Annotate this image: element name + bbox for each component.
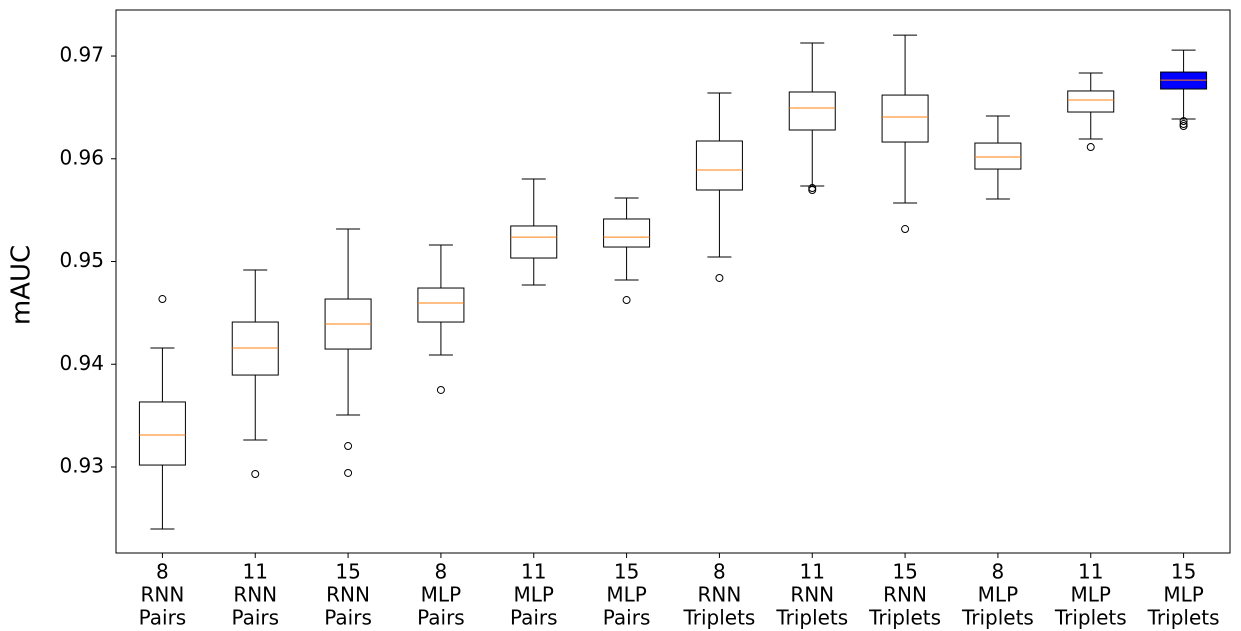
x-tick-label: Triplets [1054, 606, 1127, 630]
flier [158, 295, 167, 304]
y-tick-label: 0.94 [59, 351, 104, 375]
y-axis-label: mAUC [7, 245, 37, 325]
flier [901, 225, 910, 234]
y-tick-label: 0.93 [59, 454, 104, 478]
x-tick-label: MLP [1163, 583, 1203, 607]
x-tick-label: Triplets [682, 606, 755, 630]
x-tick-label: MLP [1071, 583, 1111, 607]
flier [436, 385, 445, 394]
box [788, 91, 836, 131]
x-tick-label: Pairs [324, 606, 372, 630]
x-tick-label: RNN [883, 583, 927, 607]
x-tick-label: 15 [1171, 560, 1196, 584]
x-tick-label: Pairs [417, 606, 465, 630]
x-tick-label: 11 [800, 560, 825, 584]
x-tick-label: Triplets [961, 606, 1034, 630]
x-tick-label: Pairs [603, 606, 651, 630]
box [417, 287, 465, 323]
box [974, 142, 1022, 170]
flier [1179, 121, 1188, 130]
flier [1086, 143, 1095, 152]
flier [808, 184, 817, 193]
flier [344, 468, 353, 477]
y-tick-label: 0.95 [59, 248, 104, 272]
x-tick-label: Triplets [868, 606, 941, 630]
x-tick-label: RNN [790, 583, 834, 607]
flier [344, 442, 353, 451]
flier [808, 186, 817, 195]
x-tick-label: Pairs [510, 606, 558, 630]
x-tick-label: 8 [713, 560, 726, 584]
x-tick-label: 11 [1078, 560, 1103, 584]
x-tick-label: Pairs [231, 606, 279, 630]
box [881, 94, 929, 143]
box [138, 401, 186, 466]
box [1067, 90, 1115, 113]
x-tick-label: RNN [141, 583, 185, 607]
flier [622, 296, 631, 305]
box [603, 218, 651, 248]
x-tick-label: Pairs [139, 606, 187, 630]
x-tick-label: RNN [233, 583, 277, 607]
x-tick-label: 15 [614, 560, 639, 584]
x-tick-label: MLP [421, 583, 461, 607]
y-tick-label: 0.97 [59, 43, 104, 67]
x-tick-label: Triplets [1147, 606, 1220, 630]
plot-frame [115, 9, 1231, 554]
x-tick-label: MLP [606, 583, 646, 607]
box [510, 225, 558, 259]
x-tick-label: 11 [243, 560, 268, 584]
x-tick-label: Triplets [775, 606, 848, 630]
box [231, 321, 279, 376]
box [695, 140, 743, 191]
x-tick-label: 8 [156, 560, 169, 584]
x-tick-label: RNN [326, 583, 370, 607]
flier [1179, 117, 1188, 126]
x-tick-label: 15 [892, 560, 917, 584]
x-tick-label: 11 [521, 560, 546, 584]
x-tick-label: RNN [698, 583, 742, 607]
x-tick-label: 8 [992, 560, 1005, 584]
x-tick-label: 15 [335, 560, 360, 584]
flier [251, 469, 260, 478]
x-tick-label: MLP [514, 583, 554, 607]
x-tick-label: MLP [978, 583, 1018, 607]
flier [1179, 120, 1188, 129]
flier [715, 273, 724, 282]
x-tick-label: 8 [435, 560, 448, 584]
y-tick-label: 0.96 [59, 145, 104, 169]
